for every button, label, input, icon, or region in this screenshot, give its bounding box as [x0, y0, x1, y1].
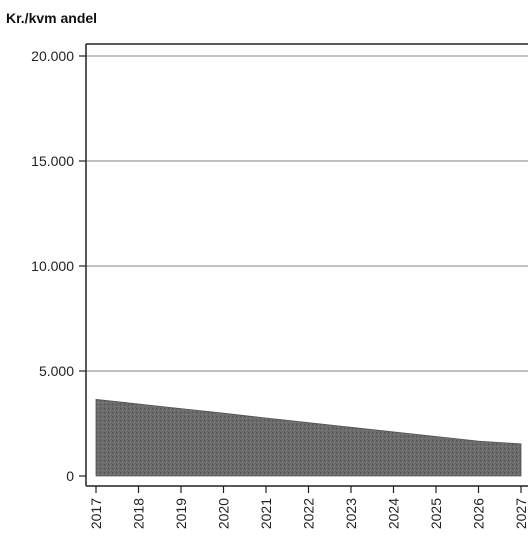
axes	[85, 43, 528, 487]
x-tick-label: 2019	[173, 498, 189, 529]
x-tick-label: 2020	[216, 498, 232, 529]
x-tick-label: 2027	[513, 498, 528, 529]
area-series	[95, 398, 522, 477]
y-tick-label: 10.000	[31, 258, 74, 274]
chart-title: Kr./kvm andel	[6, 10, 98, 26]
x-tick-label: 2023	[343, 498, 359, 529]
y-tick-label: 20.000	[31, 48, 74, 64]
gridlines	[86, 55, 528, 372]
x-tick-label: 2021	[258, 498, 274, 529]
x-tick-label: 2022	[301, 498, 317, 529]
x-axis-ticks: 2017 2018 2019 2020 2021 2022 2023 2024 2025 2026…	[88, 486, 528, 529]
x-tick-label: 2025	[428, 498, 444, 529]
y-tick-label: 5.000	[39, 363, 74, 379]
x-tick-label: 2026	[471, 498, 487, 529]
x-tick-label: 2017	[88, 498, 104, 529]
x-tick-label: 2024	[386, 498, 402, 529]
y-tick-label: 0	[66, 468, 74, 484]
x-tick-label: 2018	[131, 498, 147, 529]
y-tick-label: 15.000	[31, 153, 74, 169]
y-axis-ticks: 0 5.000 10.000 15.000 20.000	[31, 48, 86, 484]
area-series-fill	[95, 398, 522, 477]
